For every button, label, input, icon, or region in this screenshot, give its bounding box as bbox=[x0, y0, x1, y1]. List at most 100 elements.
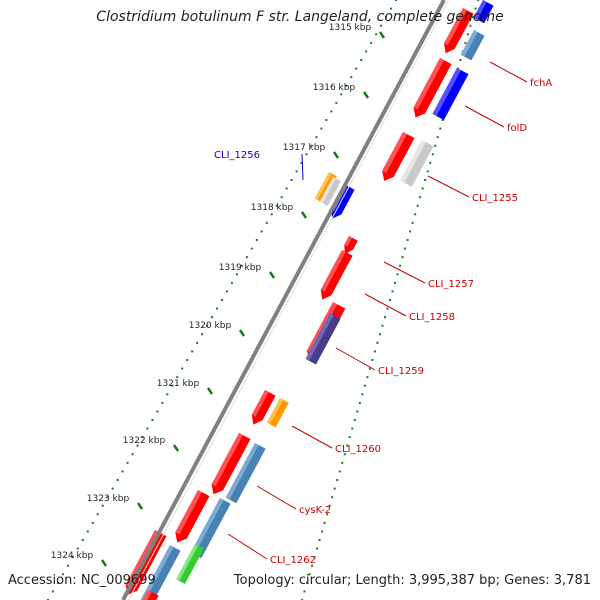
inner-dot bbox=[378, 333, 381, 336]
gene-block bbox=[400, 140, 434, 187]
inner-dot bbox=[348, 436, 351, 439]
gene-block bbox=[319, 177, 341, 206]
genome-backbone bbox=[121, 0, 449, 600]
kbp-tick-mark bbox=[300, 211, 308, 219]
outer-dot bbox=[225, 290, 228, 293]
outer-dot bbox=[255, 239, 258, 241]
inner-dot bbox=[431, 153, 434, 156]
inner-dot bbox=[366, 376, 369, 379]
outer-dot bbox=[146, 427, 149, 430]
outer-dot bbox=[221, 299, 223, 301]
outer-dot bbox=[211, 316, 214, 319]
kbp-tick-label: 1318 kbp bbox=[251, 203, 294, 213]
outer-dot bbox=[360, 59, 363, 61]
kbp-tick-mark bbox=[100, 559, 108, 567]
outer-dot bbox=[275, 204, 278, 207]
outer-dot bbox=[101, 504, 104, 507]
outer-dot bbox=[171, 384, 174, 387]
inner-dot bbox=[336, 479, 339, 481]
backbone-line bbox=[121, 0, 446, 600]
inner-dot bbox=[383, 316, 386, 319]
outer-dot bbox=[181, 367, 184, 370]
inner-dot bbox=[426, 170, 429, 173]
inner-dot bbox=[416, 204, 419, 207]
gene-block bbox=[305, 313, 341, 365]
gene-label-leader bbox=[227, 533, 268, 560]
outer-dot bbox=[111, 487, 114, 490]
inner-dot bbox=[406, 239, 409, 241]
inner-dot bbox=[464, 41, 467, 44]
gene-block bbox=[175, 490, 210, 543]
tick-dot-tracks bbox=[47, 0, 479, 600]
kbp-tick-label: 1315 kbp bbox=[329, 23, 372, 33]
gene-label: CLI_1262 bbox=[270, 555, 316, 566]
gene-block bbox=[473, 0, 494, 24]
gene-features bbox=[125, 0, 494, 600]
inner-dot bbox=[358, 401, 361, 404]
inner-dot bbox=[368, 367, 371, 370]
inner-dot bbox=[326, 513, 329, 516]
outer-dot bbox=[295, 170, 298, 173]
inner-dot bbox=[328, 504, 331, 507]
gene-block-highlight bbox=[473, 0, 487, 20]
inner-dot bbox=[343, 453, 346, 456]
inner-dot bbox=[321, 530, 324, 533]
inner-dot bbox=[303, 590, 306, 593]
outer-dot bbox=[141, 436, 144, 439]
inner-dot bbox=[353, 419, 356, 421]
inner-dot bbox=[409, 230, 412, 233]
kbp-tick-label: 1319 kbp bbox=[219, 263, 262, 273]
inner-dot bbox=[331, 496, 334, 499]
outer-dot bbox=[106, 496, 109, 499]
gene-block-highlight bbox=[266, 398, 284, 425]
gene-block-highlight bbox=[176, 544, 199, 581]
outer-dot bbox=[310, 144, 313, 147]
inner-dot bbox=[313, 556, 316, 559]
outer-dot bbox=[136, 444, 139, 447]
inner-dot bbox=[381, 324, 384, 327]
gene-block bbox=[382, 132, 415, 181]
outer-dot bbox=[375, 33, 378, 36]
outer-dot bbox=[320, 127, 323, 130]
outer-dot bbox=[290, 179, 293, 181]
outer-dot bbox=[350, 76, 353, 79]
gene-block-highlight bbox=[175, 490, 202, 535]
inner-dot bbox=[341, 461, 344, 464]
kbp-tick-mark bbox=[206, 387, 214, 395]
gene-block bbox=[266, 398, 289, 428]
inner-dot bbox=[389, 299, 391, 301]
backbone-highlight bbox=[128, 0, 449, 600]
outer-dot bbox=[151, 419, 154, 421]
gene-block bbox=[211, 433, 251, 495]
gene-block bbox=[413, 58, 452, 118]
inner-dot bbox=[396, 273, 399, 276]
inner-dot bbox=[351, 427, 354, 430]
inner-dot bbox=[306, 581, 309, 584]
gene-label: CLI_1260 bbox=[335, 444, 381, 455]
inner-dot bbox=[466, 33, 469, 36]
inner-dot bbox=[471, 16, 474, 19]
inner-dot bbox=[469, 24, 472, 27]
kbp-tick-label: 1323 kbp bbox=[87, 494, 130, 504]
gene-label: fchA bbox=[530, 78, 552, 89]
outer-dot bbox=[166, 393, 169, 396]
inner-dot bbox=[316, 547, 319, 550]
outer-dot bbox=[56, 581, 59, 584]
inner-dot bbox=[459, 59, 462, 61]
inner-dot bbox=[363, 384, 366, 387]
inner-dot bbox=[376, 341, 379, 344]
gene-label: cysK-2 bbox=[299, 505, 331, 516]
gene-block-highlight bbox=[460, 30, 478, 57]
outer-dot bbox=[325, 119, 328, 121]
outer-dot bbox=[96, 513, 99, 516]
outer-dot bbox=[86, 530, 89, 533]
outer-dot bbox=[330, 110, 333, 113]
outer-dot bbox=[285, 187, 288, 190]
outer-dot bbox=[240, 264, 243, 267]
outer-dot bbox=[305, 153, 308, 156]
outer-dot bbox=[370, 41, 373, 44]
topology-text: Topology: circular; Length: 3,995,387 bp… bbox=[233, 573, 591, 588]
gene-block-highlight bbox=[190, 498, 224, 555]
outer-dot bbox=[250, 247, 253, 250]
outer-dot bbox=[390, 7, 393, 10]
